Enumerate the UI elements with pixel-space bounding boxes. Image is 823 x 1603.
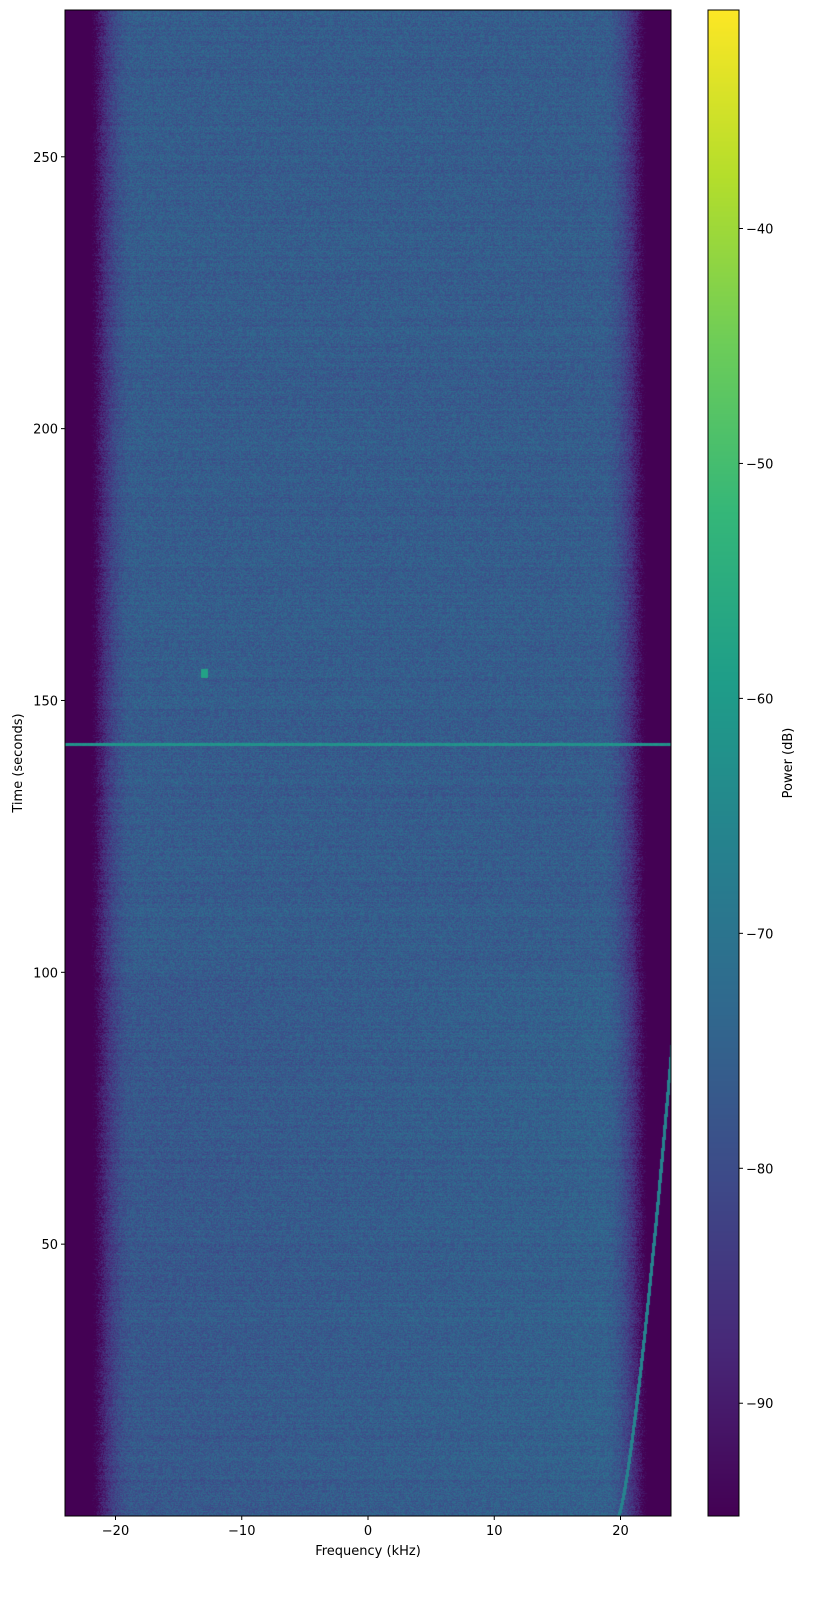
colorbar-tick-label: −60 [746,692,773,707]
colorbar-tick-label: −70 [746,927,773,942]
x-tick-label: −10 [228,1524,255,1539]
y-tick-label: 100 [33,966,58,981]
colorbar-gradient [708,10,739,1516]
colorbar-tick-label: −80 [746,1162,773,1177]
x-tick-label: 10 [486,1524,503,1539]
colorbar-tick-label: −50 [746,457,773,472]
colorbar-tick-label: −40 [746,222,773,237]
y-axis-label: Time (seconds) [11,713,26,813]
y-tick-label: 150 [33,694,58,709]
plot-frame [64,9,672,1517]
colorbar-tick-label: −90 [746,1397,773,1412]
x-tick-label: −20 [102,1524,129,1539]
colorbar-frame [707,9,740,1517]
x-tick-label: 0 [364,1524,372,1539]
y-tick-label: 250 [33,151,58,166]
x-axis-label: Frequency (kHz) [315,1544,421,1559]
colorbar-label: Power (dB) [781,728,796,799]
x-tick-label: 20 [612,1524,629,1539]
y-tick-label: 50 [41,1238,58,1253]
spectrogram-heatmap [65,10,671,1516]
y-tick-label: 200 [33,423,58,438]
